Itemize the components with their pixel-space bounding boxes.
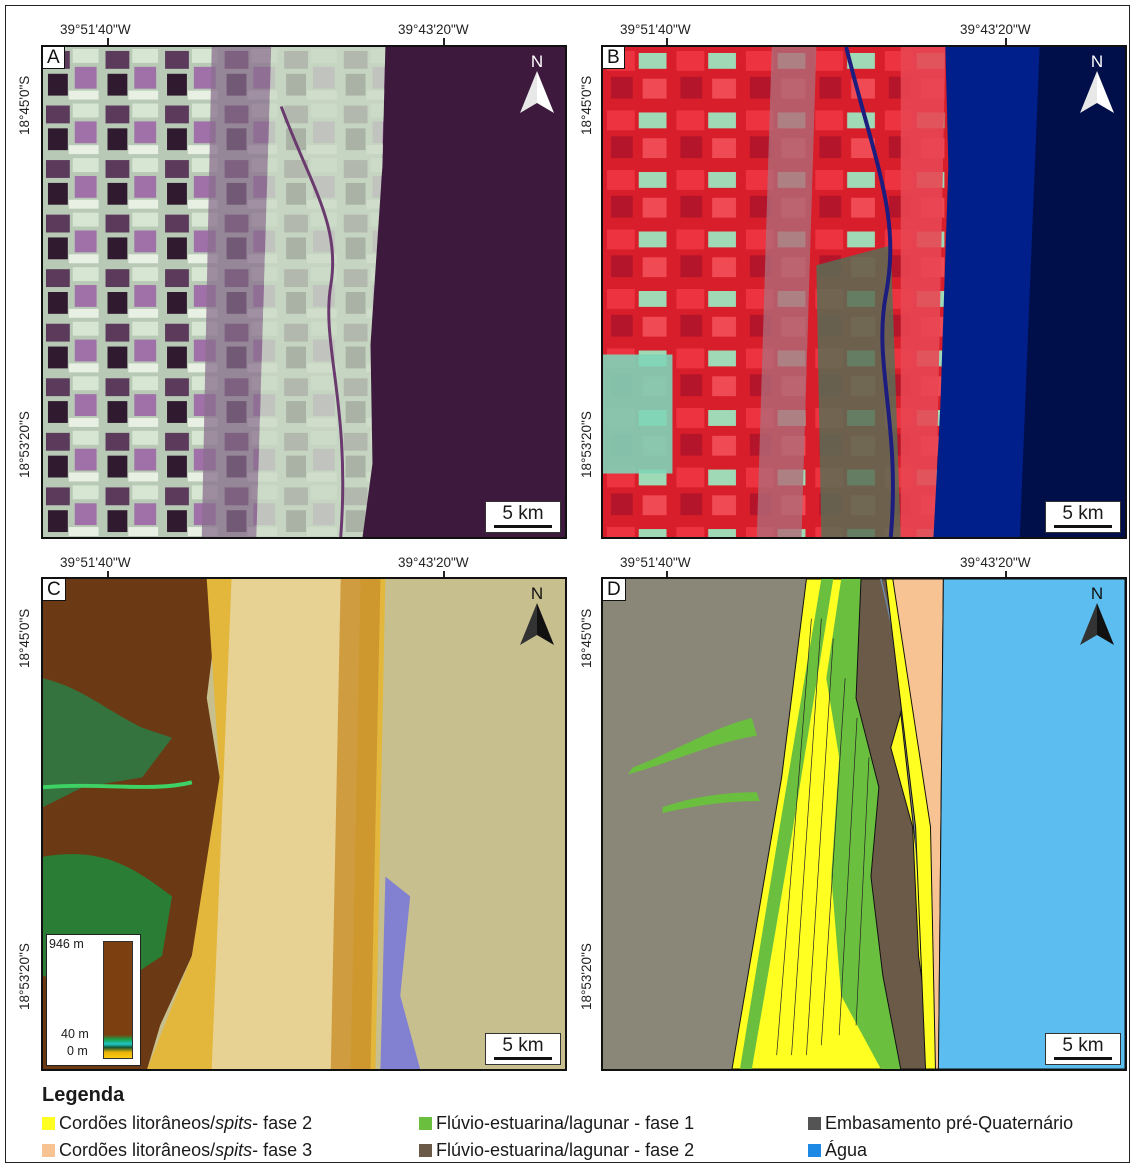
lat-label-b-top: 18°45'0"S [579,75,594,135]
scale-line [494,1057,552,1060]
legend-item-coastal-ridges-phase-3: Cordões litorâneos/spits - fase 3 [42,1140,312,1161]
panel-d-north-letter: N [1090,584,1104,603]
figure-frame [5,5,1130,1163]
panel-a-scale-text: 5 km [502,503,544,524]
panel-a-label: A [43,47,65,69]
panel-b-scale-text: 5 km [1062,503,1104,524]
lat-label-d-top: 18°45'0"S [579,608,594,668]
panel-b-north-letter: N [1090,52,1104,71]
panel-c-label: C [43,579,66,601]
panel-b: B N 5 km [601,45,1127,539]
legend-title: Legenda [42,1084,125,1106]
tick [1005,571,1007,579]
panel-b-image [603,47,1125,537]
elevation-mid: 40 m [61,1027,89,1041]
legend-label: Embasamento pré-Quaternário [825,1113,1074,1133]
panel-c-north-letter: N [530,584,544,603]
legend-item-water: Água [808,1140,867,1161]
panel-a-north-arrow: N [519,53,555,123]
panel-d: D N 5 km [601,577,1127,1071]
lat-label-d-bottom: 18°53'20"S [579,943,594,1010]
lat-label-a-bottom: 18°53'20"S [17,411,32,478]
legend-label: Água [825,1140,868,1160]
panel-d-map [603,579,1125,1069]
lat-label-c-top: 18°45'0"S [17,608,32,668]
panel-d-scalebar: 5 km [1045,1033,1121,1065]
elevation-legend: 946 m 40 m 0 m [46,934,141,1066]
panel-d-scale-text: 5 km [1062,1035,1104,1056]
lon-label-d-left: 39°51'40"W [620,555,691,570]
legend-swatch [419,1144,432,1157]
legend-label: Flúvio-estuarina/lagunar - fase 1 [436,1113,695,1133]
lat-label-b-bottom: 18°53'20"S [579,411,594,478]
panel-c-scale-text: 5 km [502,1035,544,1056]
north-arrow-icon [520,71,554,113]
panel-b-north-arrow: N [1079,53,1115,123]
lon-label-b-left: 39°51'40"W [620,22,691,37]
lat-label-c-bottom: 18°53'20"S [17,943,32,1010]
legend-label-suffix: - fase 2 [252,1113,313,1133]
scale-line [494,525,552,528]
legend-swatch [419,1117,432,1130]
legend-swatch [42,1144,55,1157]
panel-b-scalebar: 5 km [1045,501,1121,533]
scale-line [1054,525,1112,528]
tick [443,571,445,579]
legend-label-prefix: Cordões litorâneos/ [59,1140,216,1160]
legend-label-prefix: Cordões litorâneos/ [59,1113,216,1133]
legend-swatch [42,1117,55,1130]
lon-label-c-right: 39°43'20"W [398,555,469,570]
panel-b-label: B [603,47,625,69]
tick [107,38,109,46]
north-arrow-icon [1080,603,1114,645]
north-arrow-icon [520,603,554,645]
tick [666,571,668,579]
tick [666,38,668,46]
panel-d-north-arrow: N [1079,585,1115,655]
lon-label-a-left: 39°51'40"W [60,22,131,37]
legend-item-basement: Embasamento pré-Quaternário [808,1113,1073,1134]
legend-item-fluvio-phase-1: Flúvio-estuarina/lagunar - fase 1 [419,1113,694,1134]
legend-label-italic: spits [215,1140,253,1160]
legend-label-italic: spits [215,1113,253,1133]
tick [1005,38,1007,46]
legend-label-suffix: - fase 3 [252,1140,313,1160]
panel-c-scalebar: 5 km [485,1033,561,1065]
legend-item-coastal-ridges-phase-2: Cordões litorâneos/spits - fase 2 [42,1113,312,1134]
tick [107,571,109,579]
legend-swatch [808,1117,821,1130]
panel-a-image [43,47,565,537]
legend-swatch [808,1144,821,1157]
panel-a-scalebar: 5 km [485,501,561,533]
lon-label-d-right: 39°43'20"W [960,555,1031,570]
lon-label-b-right: 39°43'20"W [960,22,1031,37]
elevation-color-ramp [103,941,133,1059]
lon-label-c-left: 39°51'40"W [60,555,131,570]
panel-c: C N 946 m 40 m 0 m 5 km [41,577,567,1071]
legend-item-fluvio-phase-2: Flúvio-estuarina/lagunar - fase 2 [419,1140,694,1161]
legend-label: Flúvio-estuarina/lagunar - fase 2 [436,1140,695,1160]
lon-label-a-right: 39°43'20"W [398,22,469,37]
elevation-max: 946 m [49,937,84,951]
scale-line [1054,1057,1112,1060]
lat-label-a-top: 18°45'0"S [17,75,32,135]
panel-c-north-arrow: N [519,585,555,655]
elevation-min: 0 m [67,1044,88,1058]
panel-d-label: D [603,579,626,601]
tick [443,38,445,46]
panel-a-north-letter: N [530,52,544,71]
north-arrow-icon [1080,71,1114,113]
panel-a: A N 5 km [41,45,567,539]
